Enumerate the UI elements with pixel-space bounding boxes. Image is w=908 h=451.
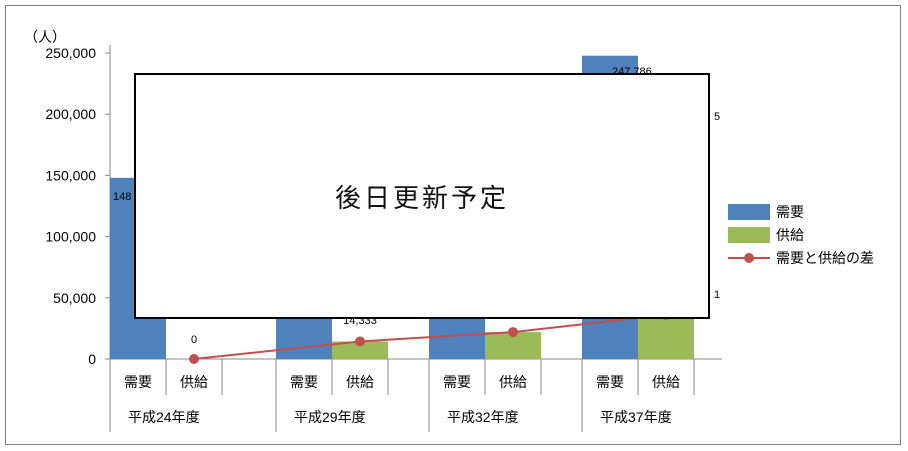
- y-tick-label: 100,000: [45, 229, 96, 245]
- legend-swatch-supply: [728, 226, 770, 243]
- y-unit-label: （人）: [24, 29, 66, 45]
- bar-supply: [332, 341, 388, 359]
- update-pending-text: 後日更新予定: [334, 183, 509, 214]
- x-sub-label: 需要: [596, 374, 624, 390]
- data-label: 0: [191, 334, 197, 346]
- x-group-label: 平成24年度: [128, 409, 200, 425]
- x-sub-label: 供給: [499, 374, 527, 390]
- x-group-label: 平成37年度: [600, 409, 672, 425]
- legend-label-supply: 供給: [776, 227, 804, 244]
- x-group-label: 平成32年度: [447, 409, 519, 425]
- data-label: 5: [714, 111, 720, 123]
- y-tick-label: 150,000: [45, 167, 96, 183]
- y-tick-label: 250,000: [45, 45, 96, 61]
- legend-item-supply: 供給: [728, 223, 903, 246]
- y-tick-label: 50,000: [53, 290, 96, 306]
- legend-label-gap: 需要と供給の差: [776, 250, 874, 267]
- x-group-label: 平成29年度: [294, 409, 366, 425]
- x-sub-label: 需要: [124, 374, 152, 390]
- update-pending-notice: 後日更新予定: [134, 73, 710, 319]
- legend-swatch-demand: [728, 203, 770, 220]
- y-tick-label: 0: [88, 351, 96, 367]
- data-label: 148: [113, 191, 131, 203]
- legend-marker-gap: [728, 250, 770, 266]
- legend-item-gap: 需要と供給の差: [728, 246, 903, 269]
- x-sub-label: 供給: [652, 374, 680, 390]
- chart-legend: 需要 供給 需要と供給の差: [728, 200, 903, 269]
- line-gap: [193, 313, 667, 360]
- x-sub-label: 需要: [290, 374, 318, 390]
- x-sub-label: 供給: [346, 374, 374, 390]
- legend-label-demand: 需要: [776, 204, 804, 221]
- legend-item-demand: 需要: [728, 200, 903, 223]
- x-sub-label: 供給: [180, 374, 208, 390]
- y-tick-label: 200,000: [45, 106, 96, 122]
- line-gap-point: [355, 336, 365, 347]
- x-sub-label: 需要: [443, 374, 471, 390]
- line-gap-point: [189, 354, 199, 364]
- line-gap-point: [508, 327, 518, 338]
- data-label: 1: [714, 289, 720, 301]
